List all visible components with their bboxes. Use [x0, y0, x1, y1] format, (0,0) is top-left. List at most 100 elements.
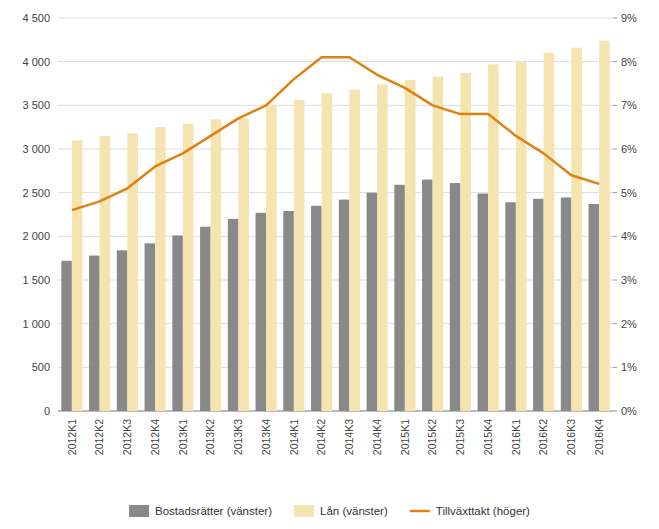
- bar: [571, 48, 582, 411]
- y2-tick: [613, 105, 617, 106]
- y-tick-label: 2 000: [22, 230, 50, 242]
- y-tick-label: 3 500: [22, 99, 50, 111]
- legend-label: Tillväxttakt (höger): [436, 505, 530, 517]
- legend-item: Tillväxttakt (höger): [410, 505, 530, 517]
- bar: [72, 140, 83, 411]
- grid-line: [58, 18, 613, 19]
- bar: [266, 104, 277, 411]
- bar: [339, 200, 350, 411]
- bar: [183, 124, 194, 411]
- x-tick-label: 2014K4: [371, 419, 383, 455]
- y2-tick-label: 2%: [621, 318, 637, 330]
- x-tick-label: 2013K1: [177, 419, 189, 455]
- axes: 05001 0001 5002 0002 5003 0003 5004 0004…: [22, 12, 637, 455]
- x-tick-label: 2016K1: [510, 419, 522, 455]
- bar: [349, 90, 360, 411]
- x-tick-label: 2012K1: [66, 419, 78, 455]
- grid-line: [58, 61, 613, 62]
- grid-line: [58, 411, 613, 412]
- grid-line: [58, 367, 613, 368]
- chart: 05001 0001 5002 0002 5003 0003 5004 0004…: [0, 0, 659, 529]
- y-tick-label: 1 500: [22, 274, 50, 286]
- bar: [544, 53, 555, 411]
- x-tick-label: 2012K2: [93, 419, 105, 455]
- x-tick-label: 2015K2: [426, 419, 438, 455]
- bar: [89, 256, 100, 411]
- y-tick-label: 500: [32, 361, 50, 373]
- y2-tick: [613, 411, 617, 412]
- bar: [599, 41, 610, 411]
- y-tick-label: 4 500: [22, 12, 50, 24]
- y2-tick: [613, 192, 617, 193]
- grid-line: [58, 105, 613, 106]
- bar: [589, 204, 600, 411]
- bar: [394, 185, 405, 411]
- y-tick-label: 1 000: [22, 318, 50, 330]
- y2-tick: [613, 367, 617, 368]
- bar: [294, 100, 305, 411]
- y2-tick-label: 4%: [621, 230, 637, 242]
- y-tick-label: 0: [44, 405, 50, 417]
- x-tick-label: 2015K4: [482, 419, 494, 455]
- legend-swatch: [294, 505, 314, 517]
- bar: [311, 206, 322, 411]
- bar: [561, 197, 572, 411]
- y2-tick-label: 3%: [621, 274, 637, 286]
- bar: [433, 77, 444, 411]
- marks: [61, 41, 609, 411]
- x-tick-label: 2013K3: [232, 419, 244, 455]
- bar: [145, 243, 156, 411]
- bar: [228, 219, 239, 411]
- y2-tick: [613, 280, 617, 281]
- x-tick-label: 2014K2: [315, 419, 327, 455]
- grid-line: [58, 280, 613, 281]
- x-tick-label: 2015K3: [454, 419, 466, 455]
- bar: [405, 80, 416, 411]
- y2-tick-label: 0%: [621, 405, 637, 417]
- legend-swatch: [410, 510, 430, 513]
- y2-tick-label: 6%: [621, 143, 637, 155]
- x-tick-label: 2012K4: [149, 419, 161, 455]
- x-tick-label: 2012K3: [121, 419, 133, 455]
- grid: [58, 18, 613, 411]
- y-tick-label: 4 000: [22, 56, 50, 68]
- y2-tick: [613, 149, 617, 150]
- legend: Bostadsrätter (vänster) Lån (vänster) Till…: [129, 505, 530, 517]
- x-tick-label: 2015K1: [399, 419, 411, 455]
- legend-swatch: [129, 505, 149, 517]
- bar: [117, 250, 128, 411]
- y2-tick-label: 8%: [621, 56, 637, 68]
- bar: [256, 213, 267, 411]
- bar: [172, 235, 183, 411]
- bar: [377, 84, 388, 411]
- y2-tick-label: 5%: [621, 187, 637, 199]
- grid-line: [58, 236, 613, 237]
- y2-tick-label: 1%: [621, 361, 637, 373]
- legend-label: Bostadsrätter (vänster): [155, 505, 272, 517]
- bar: [533, 199, 544, 411]
- x-tick-label: 2016K4: [593, 419, 605, 455]
- bar: [61, 261, 72, 411]
- y2-tick: [613, 61, 617, 62]
- legend-item: Bostadsrätter (vänster): [129, 505, 272, 517]
- bar-series: [72, 41, 610, 411]
- y2-tick-label: 9%: [621, 12, 637, 24]
- legend-item: Lån (vänster): [294, 505, 388, 517]
- y-tick-label: 3 000: [22, 143, 50, 155]
- x-axis-line: [58, 411, 613, 412]
- y2-tick: [613, 18, 617, 19]
- bar: [450, 183, 461, 411]
- grid-line: [58, 192, 613, 193]
- bar: [460, 73, 471, 411]
- x-tick-label: 2013K4: [260, 419, 272, 455]
- bar: [505, 202, 516, 411]
- x-tick-label: 2016K3: [565, 419, 577, 455]
- x-tick-label: 2014K3: [343, 419, 355, 455]
- grid-line: [58, 149, 613, 150]
- bar: [367, 193, 378, 411]
- bar: [283, 211, 294, 411]
- legend-label: Lån (vänster): [320, 505, 388, 517]
- line: [72, 57, 599, 210]
- bar: [238, 118, 249, 411]
- x-tick-label: 2014K1: [288, 419, 300, 455]
